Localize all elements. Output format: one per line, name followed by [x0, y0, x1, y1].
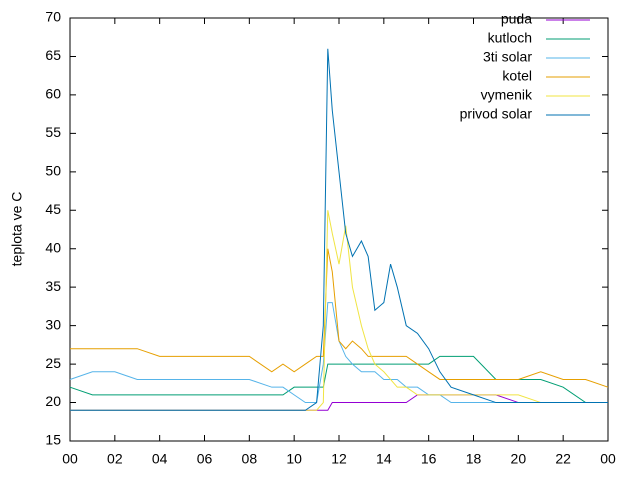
y-tick-label: 50 [45, 163, 61, 179]
y-axis-label: teplota ve C [9, 192, 25, 267]
x-tick-label: 04 [152, 451, 168, 467]
x-tick-label: 12 [331, 451, 347, 467]
x-tick-label: 00 [600, 451, 616, 467]
y-tick-label: 55 [45, 124, 61, 140]
legend-label: kotel [502, 68, 532, 84]
y-tick-label: 30 [45, 316, 61, 332]
x-tick-label: 06 [197, 451, 213, 467]
y-tick-label: 40 [45, 239, 61, 255]
y-tick-label: 20 [45, 393, 61, 409]
legend-label: 3ti solar [483, 49, 532, 65]
x-tick-label: 10 [286, 451, 302, 467]
x-tick-label: 16 [421, 451, 437, 467]
x-tick-label: 18 [466, 451, 482, 467]
y-tick-label: 65 [45, 47, 61, 63]
x-tick-label: 02 [107, 451, 123, 467]
series-line [70, 210, 608, 411]
series-line [70, 248, 609, 388]
y-tick-label: 45 [45, 201, 61, 217]
y-tick-label: 35 [45, 278, 61, 294]
x-tick-label: 08 [242, 451, 258, 467]
series-line [69, 302, 608, 404]
x-tick-label: 20 [511, 451, 527, 467]
y-tick-label: 60 [45, 86, 61, 102]
legend-label: puda [501, 11, 532, 27]
legend-label: vymenik [481, 87, 533, 103]
series-line [69, 355, 608, 404]
y-tick-label: 15 [45, 432, 61, 448]
y-tick-label: 70 [45, 9, 61, 25]
y-tick-label: 25 [45, 355, 61, 371]
x-tick-label: 14 [376, 451, 392, 467]
x-tick-label: 22 [555, 451, 571, 467]
legend-label: privod solar [460, 106, 533, 122]
series-line [70, 48, 608, 411]
legend-label: kutloch [488, 30, 532, 46]
x-tick-label: 00 [62, 451, 78, 467]
